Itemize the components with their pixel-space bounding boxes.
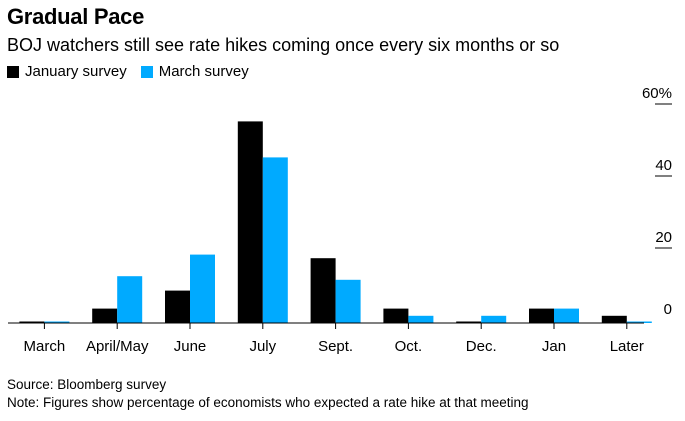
bar-january-8: [601, 315, 627, 323]
legend-swatch-january: [7, 65, 19, 78]
bar-january-3: [237, 121, 263, 324]
bar-march-2: [190, 254, 215, 323]
legend-swatch-march: [140, 65, 153, 78]
x-tick-label: Dec.: [466, 338, 497, 355]
bar-march-4: [335, 279, 361, 323]
chart-legend: January survey March survey: [7, 63, 263, 80]
y-tick-label: 40: [655, 157, 672, 174]
legend-label-march: March survey: [158, 63, 249, 80]
source-text: Source: Bloomberg survey: [7, 377, 167, 392]
x-tick-label: July: [249, 338, 276, 355]
y-tick-label: 20: [655, 229, 672, 246]
x-tick-label: Later: [610, 338, 644, 355]
bar-january-1: [92, 308, 118, 323]
bar-march-5: [408, 315, 434, 323]
bar-march-0: [44, 321, 70, 323]
x-tick-label: June: [174, 338, 207, 355]
x-tick-label: Oct.: [395, 338, 423, 355]
bar-january-4: [310, 258, 336, 323]
bar-march-3: [262, 157, 288, 323]
bar-january-0: [19, 321, 45, 323]
legend-label-january: January survey: [25, 63, 127, 80]
bar-march-7: [554, 308, 579, 323]
legend-item-january: January survey: [7, 63, 127, 80]
y-tick-label: 60%: [642, 85, 672, 102]
x-tick-label: March: [24, 338, 66, 355]
chart-title: Gradual Pace: [7, 4, 145, 29]
bar-january-6: [456, 321, 482, 323]
bar-january-7: [529, 308, 554, 323]
y-tick-label: 0: [664, 301, 672, 318]
note-text: Note: Figures show percentage of economi…: [7, 395, 529, 410]
bar-march-1: [117, 276, 143, 323]
bar-january-5: [383, 308, 409, 323]
x-tick-label: April/May: [86, 338, 149, 355]
chart-subtitle: BOJ watchers still see rate hikes coming…: [7, 35, 560, 55]
legend-item-march: March survey: [140, 63, 249, 80]
bar-january-2: [165, 290, 190, 323]
bar-march-8: [626, 321, 652, 323]
x-tick-label: Sept.: [318, 338, 353, 355]
x-tick-label: Jan: [542, 338, 566, 355]
bar-march-6: [481, 315, 507, 323]
